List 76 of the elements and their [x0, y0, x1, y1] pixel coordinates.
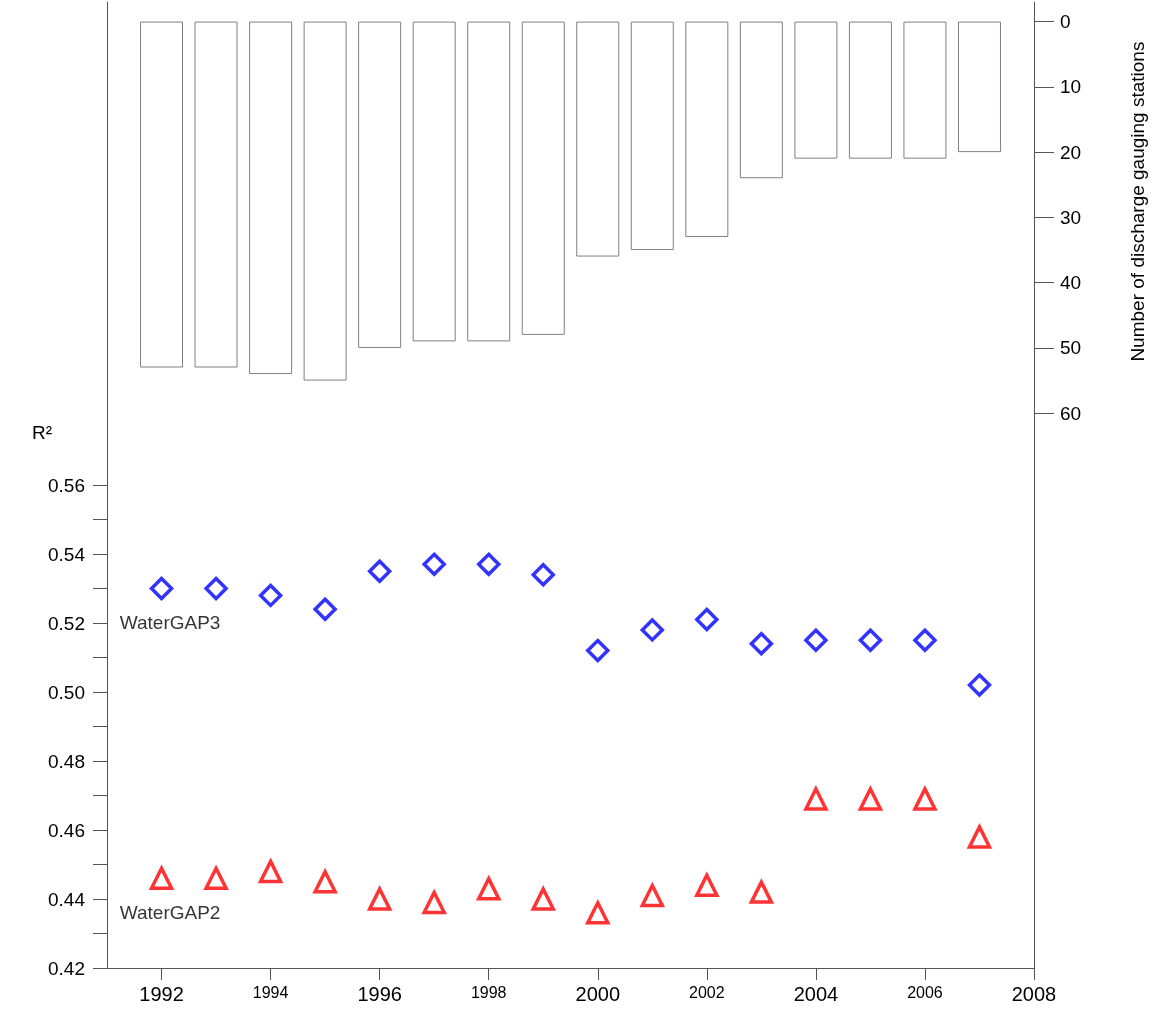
y-tick-label: 0.48	[48, 750, 85, 772]
point	[148, 864, 175, 891]
series-label: WaterGAP3	[119, 611, 221, 633]
point	[367, 559, 392, 583]
point	[421, 888, 447, 915]
bar	[685, 21, 729, 237]
x-tick-label: 1998	[470, 983, 507, 1001]
y-tick-label: 0.50	[48, 681, 85, 703]
point	[913, 628, 937, 652]
y2-tick-label: 10	[1060, 76, 1082, 98]
bar	[249, 21, 293, 375]
point	[367, 887, 392, 911]
y2-tick-label: 50	[1060, 337, 1082, 359]
bar	[903, 21, 947, 159]
bar	[194, 21, 238, 368]
y2-tick-label: 0	[1060, 11, 1071, 33]
point	[422, 552, 446, 577]
point	[476, 552, 501, 577]
bar	[303, 21, 347, 381]
y2-tick-label: 40	[1060, 272, 1082, 294]
point	[804, 628, 828, 652]
point	[695, 607, 719, 632]
bar	[576, 21, 620, 257]
point	[695, 873, 719, 897]
point	[858, 628, 883, 652]
bar	[848, 21, 892, 159]
y2-tick-label: 20	[1060, 141, 1082, 163]
series-label: WaterGAP2	[119, 901, 221, 923]
point	[531, 887, 555, 911]
x-tick-label: 2004	[793, 983, 839, 1005]
y-tick-label: 0.44	[48, 888, 86, 910]
y-tick-label: 0.42	[48, 957, 85, 979]
x-tick-label: 1992	[139, 983, 184, 1005]
y-tick-label: 0.52	[48, 612, 85, 634]
x-tick-label: 2008	[1011, 983, 1057, 1005]
point	[476, 874, 502, 901]
point	[749, 631, 774, 656]
y-tick-label: 0.54	[48, 543, 86, 565]
point	[531, 562, 555, 587]
bar	[794, 21, 838, 159]
bar	[358, 21, 402, 348]
x-tick-label: 2006	[907, 983, 943, 1001]
point	[967, 673, 992, 697]
point	[258, 583, 283, 608]
bar	[140, 21, 184, 368]
y2-tick-label: 30	[1060, 206, 1082, 228]
x-tick-label: 1994	[252, 983, 289, 1001]
point	[749, 880, 774, 904]
point	[913, 787, 937, 811]
bar	[630, 21, 674, 251]
y2-axis-title: Number of discharge gauging stations	[1127, 41, 1148, 362]
bar	[467, 21, 511, 342]
y-tick-label: 0.46	[48, 819, 85, 841]
point	[204, 576, 228, 601]
bar	[412, 21, 456, 342]
bar	[521, 21, 565, 335]
bar	[739, 21, 783, 179]
point	[639, 881, 665, 908]
x-tick-label: 1996	[357, 983, 402, 1005]
point	[312, 867, 338, 894]
point	[149, 576, 174, 601]
point	[858, 787, 883, 811]
point	[804, 787, 828, 811]
point	[203, 864, 229, 891]
y2-tick-label: 60	[1060, 402, 1082, 424]
point	[586, 638, 610, 663]
bar	[957, 21, 1001, 153]
y-axis-title: R²	[32, 422, 53, 443]
point	[313, 597, 337, 621]
point	[640, 618, 665, 642]
x-tick-label: 2002	[689, 983, 725, 1001]
y-tick-label: 0.56	[48, 474, 85, 496]
point	[257, 857, 284, 884]
point	[967, 825, 992, 849]
point	[586, 901, 610, 925]
x-tick-label: 2000	[575, 983, 621, 1005]
